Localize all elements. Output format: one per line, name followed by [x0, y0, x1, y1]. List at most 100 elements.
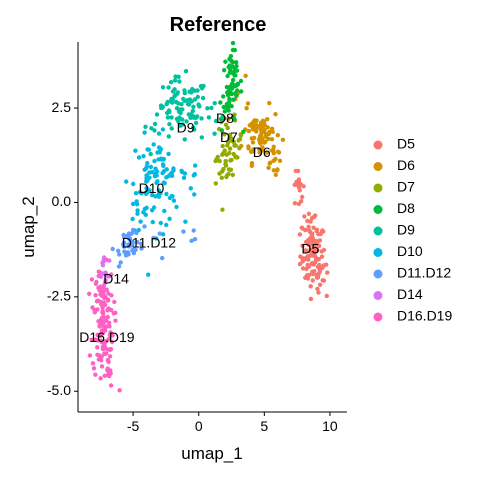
- data-point: [191, 104, 196, 110]
- legend-label: D7: [397, 179, 415, 195]
- data-point: [311, 225, 316, 230]
- data-point: [260, 145, 265, 150]
- data-point: [183, 219, 188, 224]
- data-point: [156, 194, 162, 199]
- data-point: [228, 167, 234, 172]
- data-point: [296, 177, 302, 182]
- data-point: [118, 260, 123, 265]
- data-point: [267, 100, 272, 106]
- data-point: [170, 89, 176, 94]
- data-point: [135, 240, 140, 245]
- data-point: [222, 132, 227, 137]
- data-point: [265, 125, 270, 130]
- data-point: [87, 353, 93, 358]
- data-point: [220, 152, 225, 157]
- data-point: [246, 146, 251, 151]
- data-point: [157, 148, 163, 153]
- data-point: [292, 201, 298, 206]
- data-point: [187, 89, 192, 94]
- data-point: [160, 127, 166, 132]
- data-point: [231, 151, 236, 157]
- legend-key: [373, 162, 383, 171]
- data-point: [135, 211, 140, 216]
- data-point: [89, 337, 94, 342]
- legend-label: D6: [397, 157, 415, 173]
- data-point: [151, 142, 156, 147]
- data-point: [117, 252, 122, 257]
- data-point: [166, 151, 171, 157]
- legend-key: [373, 226, 383, 236]
- data-point: [237, 146, 242, 151]
- data-point: [169, 126, 174, 131]
- data-point: [250, 125, 255, 130]
- data-point: [182, 88, 187, 93]
- data-point: [222, 68, 227, 73]
- data-point: [165, 110, 170, 116]
- data-point: [246, 128, 252, 134]
- x-axis-title: umap_1: [181, 444, 242, 463]
- data-point: [139, 241, 144, 247]
- cluster-label: D5: [301, 240, 319, 256]
- data-point: [225, 140, 231, 145]
- data-point: [300, 194, 305, 200]
- data-point: [158, 220, 163, 226]
- data-point: [236, 138, 241, 143]
- data-point: [146, 272, 151, 277]
- data-point: [95, 352, 100, 357]
- data-point: [161, 163, 166, 168]
- data-point: [96, 273, 101, 279]
- data-point: [264, 150, 269, 155]
- data-point: [238, 78, 244, 84]
- data-point: [277, 158, 283, 163]
- data-point: [116, 264, 122, 269]
- data-point: [299, 255, 305, 261]
- data-point: [308, 247, 313, 252]
- data-point: [314, 228, 319, 234]
- data-point: [97, 332, 102, 337]
- data-point: [300, 266, 306, 271]
- data-point: [116, 248, 121, 253]
- legend-key: [373, 291, 383, 300]
- data-point: [267, 161, 272, 166]
- data-point: [221, 104, 226, 110]
- data-point: [190, 108, 195, 114]
- data-point: [251, 119, 256, 124]
- data-point: [193, 163, 198, 168]
- data-point: [263, 134, 268, 139]
- data-point: [106, 291, 111, 296]
- data-point: [195, 94, 200, 100]
- data-point: [113, 318, 118, 323]
- data-point: [100, 260, 105, 265]
- data-point: [219, 119, 224, 125]
- data-point: [107, 347, 113, 353]
- data-point: [106, 373, 112, 379]
- data-point: [300, 243, 305, 248]
- cluster-label: D14: [103, 271, 129, 287]
- data-point: [89, 277, 95, 282]
- data-point: [228, 158, 233, 163]
- data-point: [104, 351, 109, 356]
- data-point: [153, 194, 158, 199]
- data-point: [192, 192, 197, 197]
- data-point: [143, 190, 148, 195]
- points-layer: [87, 40, 330, 393]
- data-point: [252, 135, 257, 141]
- legend-key: [373, 183, 383, 193]
- data-point: [90, 361, 96, 366]
- x-tick-label: -5: [127, 418, 140, 434]
- data-point: [192, 237, 198, 242]
- cluster-labels: D5 D6 D7 D8 D9 D10 D11.D12 D14 D16.D19: [79, 110, 319, 345]
- data-point: [219, 175, 224, 180]
- data-point: [301, 184, 306, 189]
- data-point: [152, 174, 158, 179]
- data-point: [306, 264, 312, 269]
- data-point: [299, 199, 304, 204]
- data-point: [166, 85, 171, 90]
- data-point: [212, 131, 217, 136]
- data-point: [197, 104, 202, 109]
- data-point: [233, 143, 238, 148]
- legend-key: [373, 269, 383, 279]
- data-point: [160, 85, 166, 90]
- x-tick-label: 0: [195, 418, 203, 434]
- data-point: [169, 173, 175, 178]
